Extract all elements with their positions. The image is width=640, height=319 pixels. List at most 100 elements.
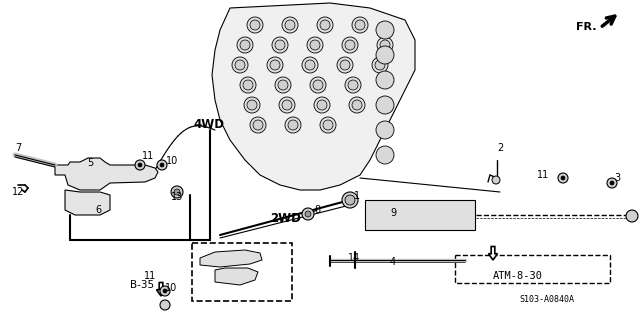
Circle shape	[314, 97, 330, 113]
Circle shape	[138, 163, 142, 167]
Circle shape	[310, 77, 326, 93]
Circle shape	[376, 46, 394, 64]
Text: 10: 10	[165, 283, 177, 293]
Circle shape	[348, 80, 358, 90]
Text: 7: 7	[15, 143, 21, 153]
Circle shape	[345, 77, 361, 93]
Circle shape	[237, 37, 253, 53]
Circle shape	[492, 176, 500, 184]
Circle shape	[376, 146, 394, 164]
Circle shape	[235, 60, 245, 70]
Circle shape	[320, 117, 336, 133]
Circle shape	[342, 192, 358, 208]
Circle shape	[607, 178, 617, 188]
Circle shape	[310, 40, 320, 50]
Circle shape	[275, 77, 291, 93]
Circle shape	[288, 120, 298, 130]
Bar	[365, 200, 475, 230]
Text: 11: 11	[144, 271, 156, 281]
Text: 6: 6	[95, 205, 101, 215]
Text: 1: 1	[354, 191, 360, 201]
Circle shape	[278, 80, 288, 90]
Circle shape	[282, 17, 298, 33]
Polygon shape	[212, 3, 415, 190]
Circle shape	[285, 117, 301, 133]
Text: B-35: B-35	[130, 280, 154, 290]
Circle shape	[160, 286, 170, 296]
Text: 13: 13	[171, 192, 183, 202]
Circle shape	[243, 80, 253, 90]
Text: 10: 10	[166, 156, 178, 166]
Circle shape	[279, 97, 295, 113]
Circle shape	[247, 17, 263, 33]
Circle shape	[337, 57, 353, 73]
Circle shape	[267, 57, 283, 73]
Circle shape	[282, 100, 292, 110]
Bar	[455, 255, 610, 283]
Circle shape	[380, 40, 390, 50]
Polygon shape	[215, 268, 258, 285]
Circle shape	[320, 20, 330, 30]
Circle shape	[610, 181, 614, 185]
Circle shape	[157, 160, 167, 170]
Circle shape	[375, 60, 385, 70]
Text: ATM-8-30: ATM-8-30	[493, 271, 543, 281]
Circle shape	[349, 97, 365, 113]
Circle shape	[376, 96, 394, 114]
Text: 9: 9	[390, 208, 396, 218]
Circle shape	[317, 100, 327, 110]
Circle shape	[626, 210, 638, 222]
Circle shape	[174, 189, 180, 195]
Circle shape	[285, 20, 295, 30]
Circle shape	[561, 176, 565, 180]
Circle shape	[323, 120, 333, 130]
Text: 12: 12	[12, 187, 24, 197]
Circle shape	[135, 160, 145, 170]
Text: 4WD: 4WD	[193, 118, 224, 131]
Polygon shape	[200, 250, 262, 267]
Circle shape	[302, 208, 314, 220]
Text: 3: 3	[614, 173, 620, 183]
Circle shape	[270, 60, 280, 70]
Circle shape	[352, 100, 362, 110]
Circle shape	[376, 21, 394, 39]
Circle shape	[376, 121, 394, 139]
Text: 5: 5	[87, 158, 93, 168]
Text: 14: 14	[348, 253, 360, 263]
Circle shape	[163, 289, 167, 293]
Circle shape	[244, 97, 260, 113]
Circle shape	[345, 195, 355, 205]
Circle shape	[345, 40, 355, 50]
Text: 4: 4	[390, 257, 396, 267]
Circle shape	[302, 57, 318, 73]
Circle shape	[247, 100, 257, 110]
Circle shape	[305, 60, 315, 70]
Circle shape	[376, 71, 394, 89]
Circle shape	[240, 40, 250, 50]
Polygon shape	[65, 190, 110, 215]
Circle shape	[313, 80, 323, 90]
Circle shape	[377, 37, 393, 53]
Text: 11: 11	[537, 170, 549, 180]
Circle shape	[275, 40, 285, 50]
Circle shape	[160, 300, 170, 310]
Circle shape	[317, 17, 333, 33]
Circle shape	[340, 60, 350, 70]
Circle shape	[272, 37, 288, 53]
Circle shape	[352, 17, 368, 33]
Bar	[192, 243, 292, 301]
Polygon shape	[55, 158, 158, 190]
Text: FR.: FR.	[576, 22, 596, 32]
Circle shape	[372, 57, 388, 73]
Circle shape	[253, 120, 263, 130]
Circle shape	[250, 117, 266, 133]
Text: 8: 8	[314, 205, 320, 215]
Circle shape	[307, 37, 323, 53]
Text: S103-A0840A: S103-A0840A	[519, 295, 574, 304]
Circle shape	[558, 173, 568, 183]
Text: 2WD: 2WD	[270, 212, 301, 225]
Circle shape	[305, 211, 311, 217]
Circle shape	[250, 20, 260, 30]
Text: 2: 2	[497, 143, 503, 153]
Circle shape	[240, 77, 256, 93]
